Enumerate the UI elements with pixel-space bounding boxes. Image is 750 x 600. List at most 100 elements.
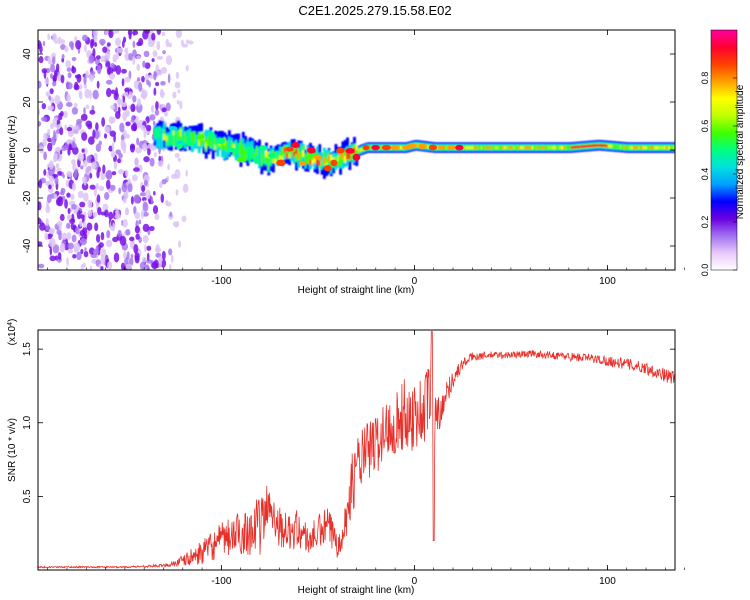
heatmap-blob xyxy=(323,165,332,172)
heatmap-blob xyxy=(268,153,276,159)
heatmap-speckle xyxy=(123,192,128,198)
heatmap-cell xyxy=(635,146,639,149)
heatmap-speckle xyxy=(149,157,155,167)
heatmap-speckle xyxy=(57,196,63,202)
heatmap-speckle xyxy=(109,73,116,80)
heatmap-cell xyxy=(292,144,296,156)
heatmap-speckle xyxy=(141,197,147,202)
heatmap-cell xyxy=(471,146,475,149)
heatmap-speckle xyxy=(95,122,99,132)
heatmap-speckle xyxy=(131,115,135,123)
colorbar-label: Normalized spectral amplitude xyxy=(735,84,746,219)
y-tick-label: 1.0 xyxy=(22,415,33,429)
heatmap-cell xyxy=(589,144,593,148)
heatmap-speckle xyxy=(160,80,166,86)
heatmap-speckle xyxy=(169,211,173,218)
heatmap-speckle xyxy=(61,195,66,202)
heatmap-cell xyxy=(603,144,607,147)
heatmap-speckle xyxy=(123,250,127,260)
heatmap-speckle xyxy=(105,171,113,180)
heatmap-speckle xyxy=(117,169,125,175)
heatmap-speckle xyxy=(64,124,67,131)
heatmap-speckle xyxy=(159,181,163,189)
heatmap-speckle xyxy=(157,160,164,168)
heatmap-cell xyxy=(174,132,178,140)
heatmap-cell xyxy=(554,146,558,149)
heatmap-blob xyxy=(438,145,445,151)
heatmap-speckle xyxy=(98,185,104,192)
heatmap-speckle xyxy=(136,64,141,72)
heatmap-speckle xyxy=(38,179,43,189)
heatmap-speckle xyxy=(143,156,150,163)
heatmap-cell xyxy=(174,133,178,146)
heatmap-speckle xyxy=(139,192,147,197)
heatmap-blob xyxy=(253,157,260,164)
heatmap-blob xyxy=(408,142,417,149)
heatmap-speckle xyxy=(45,218,49,226)
spectrogram-x-label: Height of straight line (km) xyxy=(298,285,415,296)
heatmap-cell xyxy=(234,139,238,152)
heatmap-speckle xyxy=(112,30,120,34)
heatmap-speckle xyxy=(38,201,42,211)
heatmap-cell xyxy=(464,146,468,149)
heatmap-speckle xyxy=(127,183,133,193)
heatmap-speckle xyxy=(105,179,111,190)
heatmap-blob xyxy=(226,147,236,152)
heatmap-speckle xyxy=(71,213,75,222)
heatmap-speckle xyxy=(59,223,62,231)
heatmap-cell xyxy=(190,131,194,139)
heatmap-speckle xyxy=(113,91,119,101)
heatmap-speckle xyxy=(162,50,166,55)
heatmap-speckle xyxy=(113,102,118,113)
heatmap-speckle xyxy=(167,73,171,84)
heatmap-cell xyxy=(239,149,243,157)
heatmap-cell xyxy=(276,153,280,163)
heatmap-speckle xyxy=(143,50,150,58)
heatmap-speckle xyxy=(38,145,45,154)
heatmap-speckle xyxy=(122,92,129,97)
x-tick-label: 0 xyxy=(412,576,418,587)
heatmap-blob xyxy=(391,144,400,151)
heatmap-speckle xyxy=(59,213,65,222)
heatmap-speckle xyxy=(70,142,77,149)
heatmap-cell xyxy=(626,146,630,149)
x-tick-label: -100 xyxy=(211,576,231,587)
heatmap-speckle xyxy=(77,190,84,199)
heatmap-speckle xyxy=(66,192,71,198)
heatmap-cell xyxy=(436,146,440,149)
heatmap-cell xyxy=(336,155,340,162)
heatmap-speckle xyxy=(62,110,68,118)
heatmap-speckle xyxy=(74,81,79,90)
heatmap-speckle xyxy=(106,229,111,239)
heatmap-speckle xyxy=(82,262,86,268)
heatmap-blob xyxy=(185,141,194,147)
heatmap-cell xyxy=(443,146,447,149)
heatmap-speckle xyxy=(65,60,72,68)
heatmap-speckle xyxy=(60,39,66,44)
heatmap-speckle xyxy=(89,265,93,270)
heatmap-cell xyxy=(278,155,282,161)
heatmap-cell xyxy=(501,146,505,149)
heatmap-speckle xyxy=(102,46,108,53)
heatmap-speckle xyxy=(176,99,180,105)
y-tick-label: 0 xyxy=(22,147,33,153)
heatmap-speckle xyxy=(84,165,92,176)
heatmap-speckle xyxy=(88,73,95,82)
heatmap-cell xyxy=(617,145,621,149)
heatmap-cell xyxy=(596,143,600,147)
heatmap-speckle xyxy=(44,232,49,241)
heatmap-cell xyxy=(656,146,660,149)
heatmap-cell xyxy=(357,149,361,153)
heatmap-cell xyxy=(255,150,259,156)
heatmap-cell xyxy=(399,146,403,149)
heatmap-cell xyxy=(651,146,655,149)
heatmap-speckle xyxy=(117,229,122,237)
snr-y-label: SNR (10 * v/v) xyxy=(7,418,18,482)
heatmap-blob xyxy=(307,147,316,154)
spectrogram-heatmap xyxy=(38,30,675,270)
heatmap-speckle xyxy=(149,225,155,232)
heatmap-cell xyxy=(670,146,674,149)
heatmap-speckle xyxy=(142,201,149,212)
snr-x-label: Height of straight line (km) xyxy=(298,585,415,596)
heatmap-speckle xyxy=(155,101,159,111)
